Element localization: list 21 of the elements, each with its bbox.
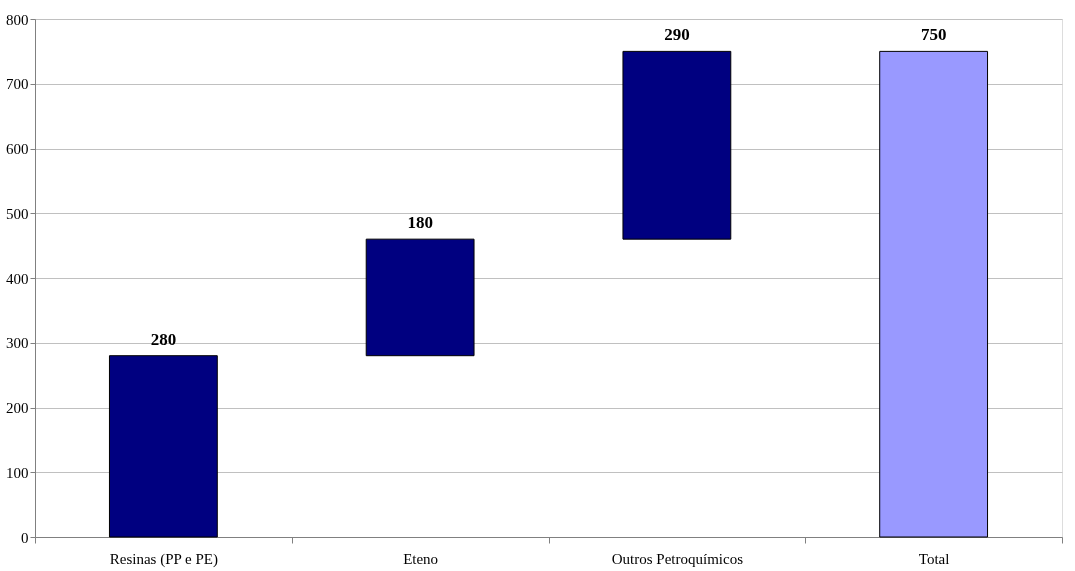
x-tick-label: Resinas (PP e PE) [109, 550, 218, 568]
y-tick-label: 500 [6, 205, 29, 222]
bar [879, 50, 989, 538]
y-tick-label: 200 [6, 400, 29, 416]
y-tick-label: 600 [6, 141, 29, 157]
data-label: 290 [664, 25, 690, 45]
y-tick-label: 700 [6, 76, 29, 93]
data-label: 750 [920, 25, 947, 45]
x-tick-label: Eteno [403, 550, 439, 567]
data-label: 280 [150, 329, 177, 349]
x-tick-label: Total [918, 550, 950, 567]
x-tick-label: Outros Petroquímicos [611, 550, 744, 567]
y-tick-label: 300 [6, 335, 29, 352]
y-tick-label: 0 [21, 529, 29, 546]
bar [108, 355, 218, 538]
bar [365, 238, 475, 357]
bar [622, 50, 732, 240]
data-label: 180 [407, 213, 433, 233]
y-tick-label: 800 [6, 11, 29, 28]
y-tick-label: 100 [6, 464, 29, 481]
y-tick-label: 400 [6, 270, 29, 287]
